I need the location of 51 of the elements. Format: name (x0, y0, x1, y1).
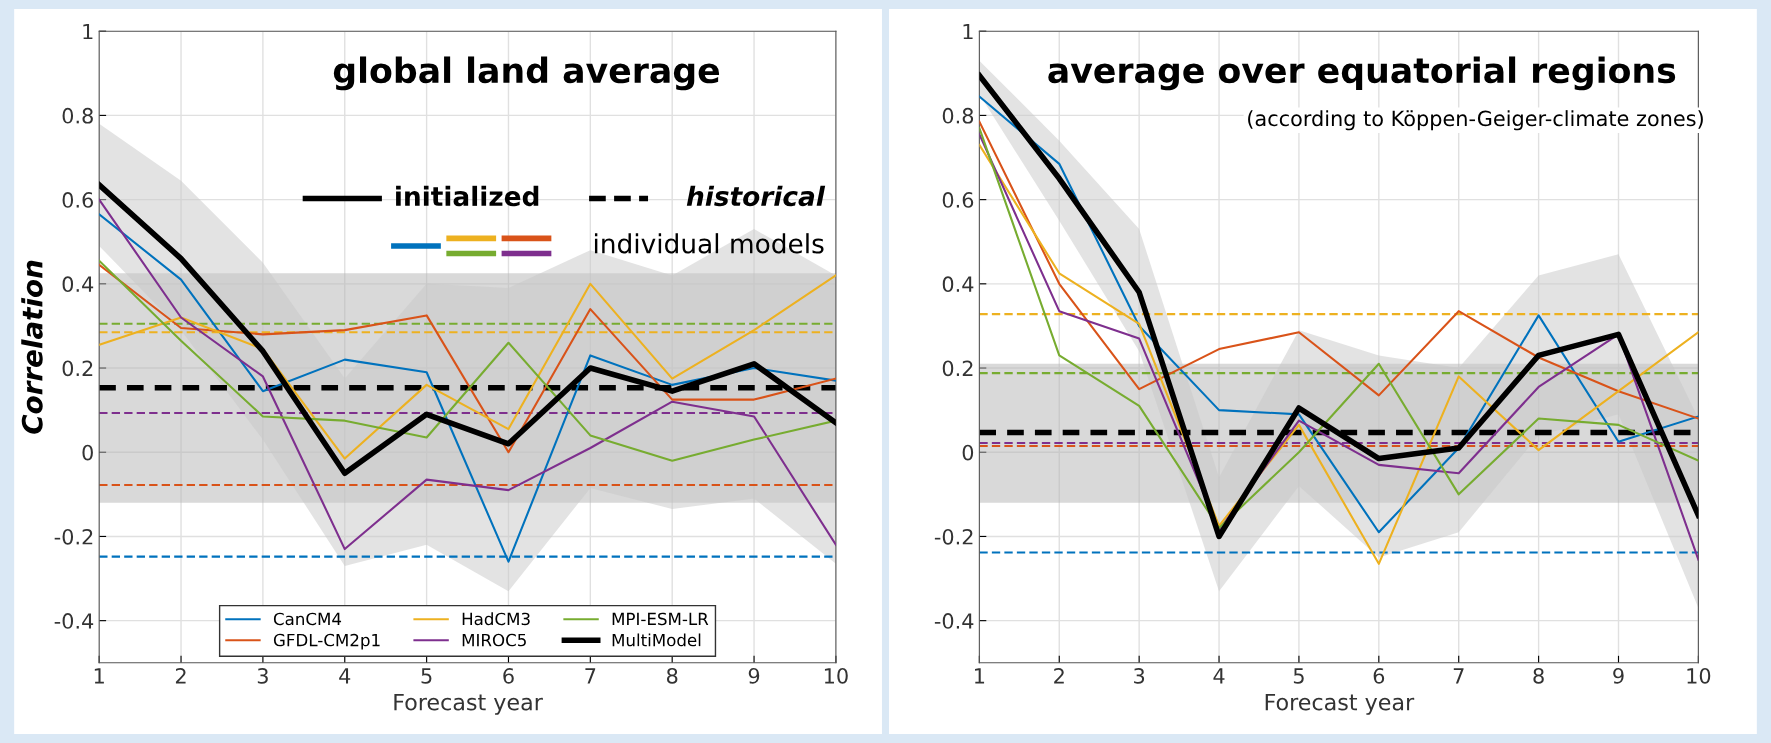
legend-label: HadCM3 (462, 612, 530, 626)
x-axis-title: Forecast year (1265, 694, 1415, 715)
text: (according to Köppen-Geiger-climate zones) (1248, 110, 1703, 131)
x-tick-label: 3 (257, 667, 268, 684)
y-axis-title: Correlation (21, 260, 43, 434)
y-tick-label: 0.6 (942, 192, 974, 208)
y-tick-label: -0.2 (54, 528, 93, 545)
x-tick-label: 4 (339, 668, 351, 684)
y-tick-label: 0.2 (62, 360, 93, 377)
x-tick-label: 2 (175, 667, 186, 684)
y-tick-label: 1 (83, 23, 93, 40)
y-tick-label: -0.4 (54, 613, 94, 629)
x-tick-label: 10 (1687, 667, 1711, 684)
x-tick-label: 7 (585, 668, 596, 684)
y-tick-label: 0.4 (62, 276, 94, 293)
legend-label: CanCM4 (273, 612, 342, 626)
y-tick-label: 0 (962, 444, 974, 461)
annotation: initialized (396, 185, 539, 207)
text: average over equatorial regions (1048, 56, 1676, 91)
y-tick-label: 0.2 (942, 360, 973, 377)
y-tick-label: 0.6 (62, 192, 93, 208)
x-tick-label: 1 (975, 668, 985, 684)
x-tick-label: 5 (1293, 668, 1304, 684)
annotation: historical (686, 185, 826, 207)
x-tick-label: 9 (1613, 667, 1624, 684)
x-tick-label: 9 (748, 667, 760, 684)
x-tick-label: 6 (1373, 667, 1385, 684)
x-tick-label: 5 (421, 668, 432, 684)
annotation: individual models (594, 233, 824, 254)
legend-label: MPI-ESM-LR (612, 612, 709, 626)
x-axis-title: Forecast year (394, 694, 543, 715)
x-tick-label: 1 (94, 668, 104, 684)
x-tick-label: 10 (824, 667, 848, 684)
x-tick-label: 8 (666, 667, 678, 684)
y-tick-label: 0 (82, 444, 93, 461)
legend-label: GFDL-CM2p1 (273, 633, 380, 650)
y-tick-label: 1 (963, 23, 973, 40)
x-tick-label: 2 (1054, 667, 1064, 684)
legend-label: MultiModel (612, 633, 701, 647)
x-tick-label: 6 (503, 667, 514, 684)
legend-label: MIROC5 (462, 633, 526, 647)
y-tick-label: -0.2 (934, 528, 973, 545)
y-tick-label: 0.8 (942, 107, 974, 124)
y-tick-label: 0.8 (62, 107, 93, 124)
x-tick-label: 8 (1533, 667, 1544, 684)
y-tick-label: -0.4 (934, 613, 974, 629)
x-tick-label: 3 (1134, 667, 1145, 684)
text: global land average (333, 56, 720, 91)
x-tick-label: 4 (1213, 668, 1225, 684)
x-tick-label: 7 (1453, 668, 1464, 684)
y-tick-label: 0.4 (942, 276, 974, 293)
